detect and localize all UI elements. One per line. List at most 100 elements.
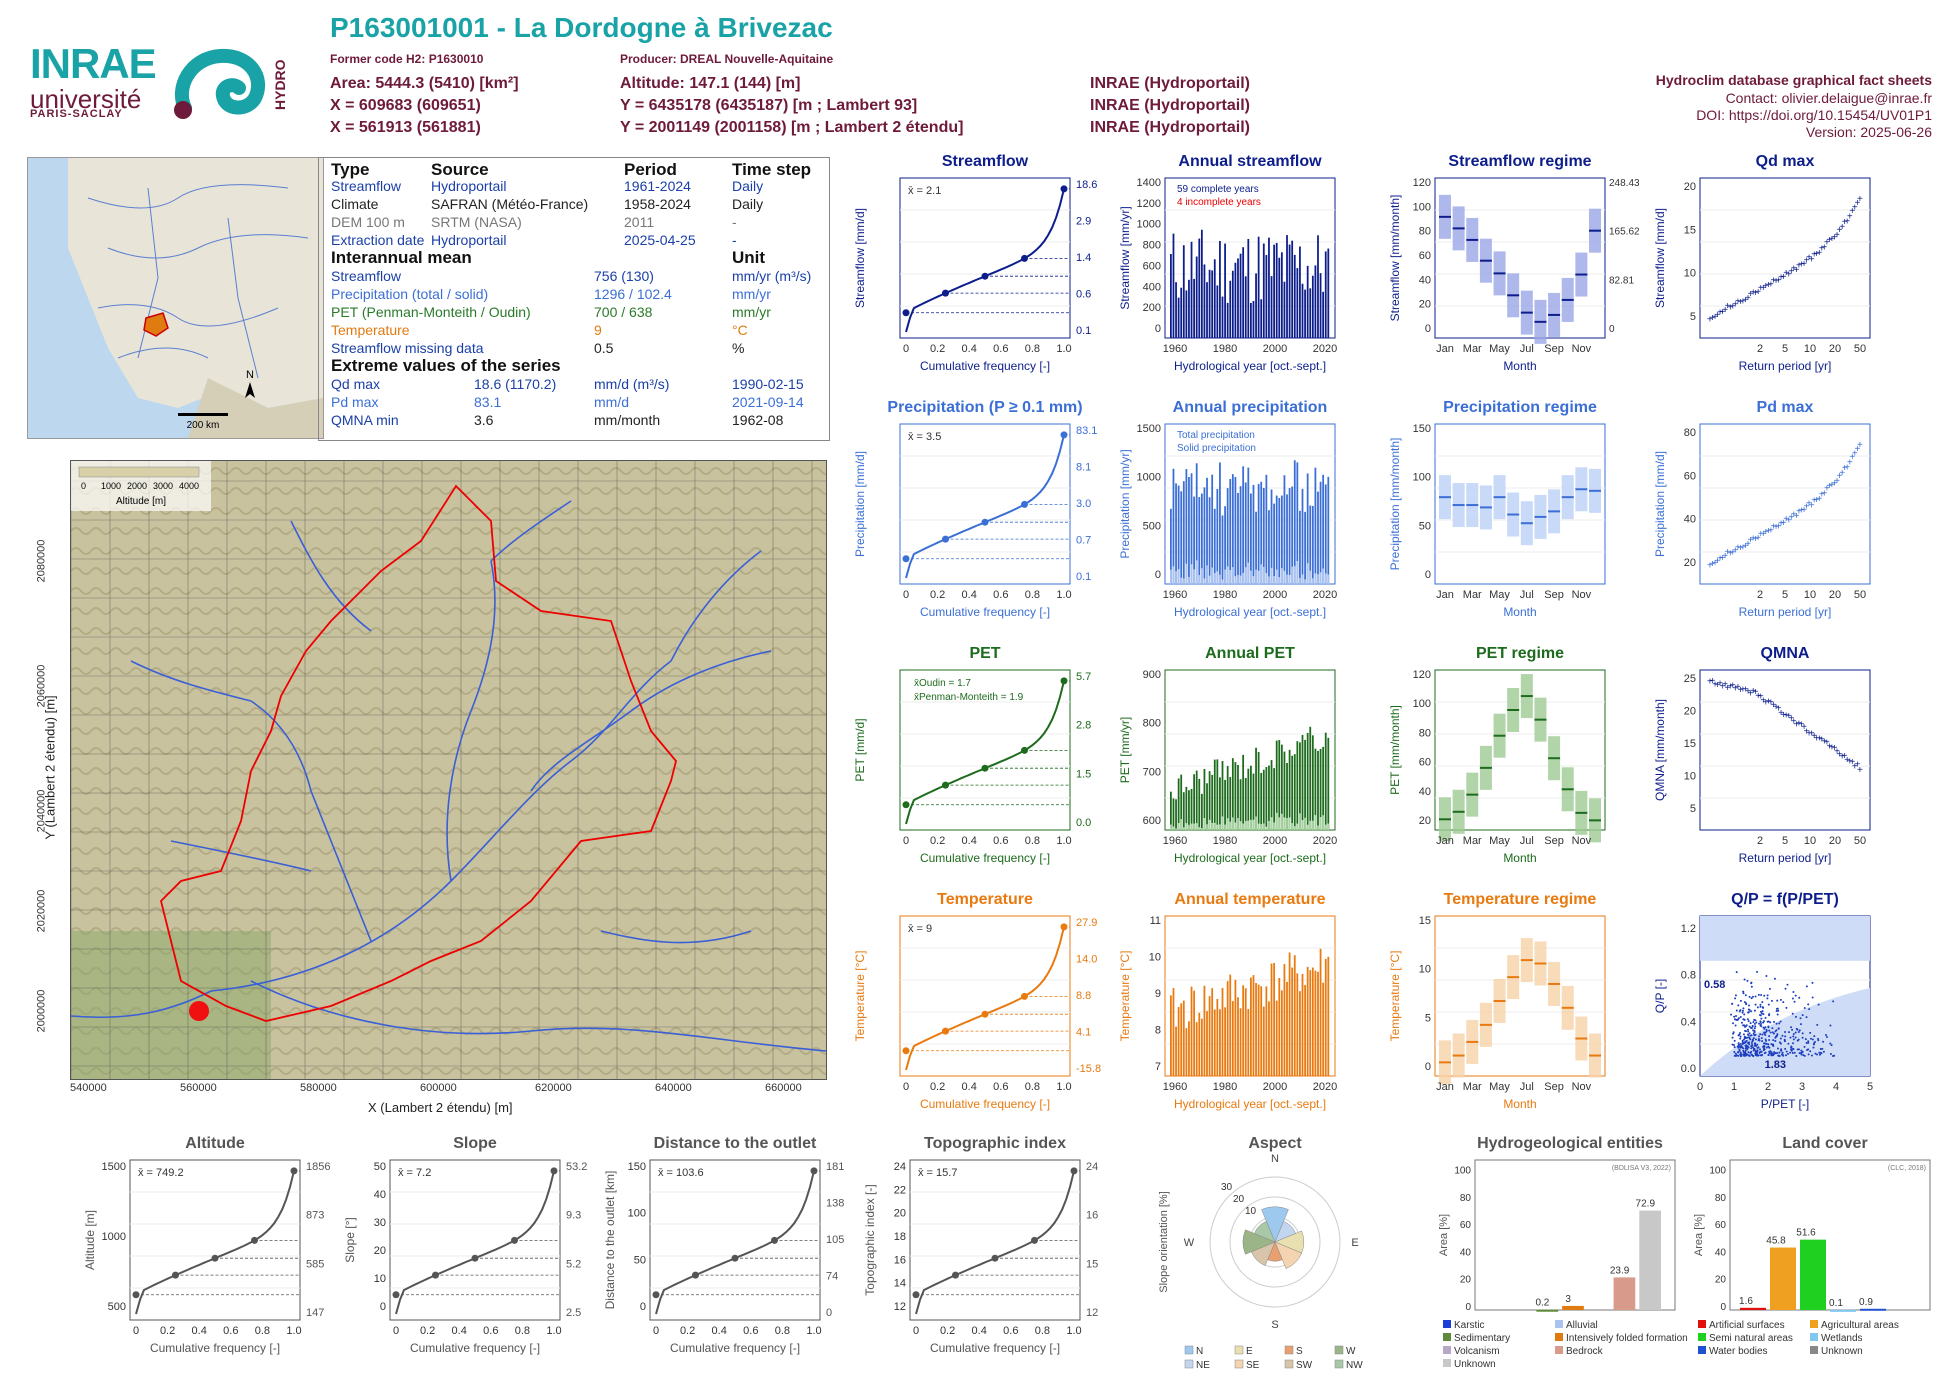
qp-point bbox=[1748, 995, 1751, 998]
data-point: + bbox=[1725, 301, 1731, 312]
data-point: + bbox=[1806, 728, 1812, 739]
extreme-name: Pd max bbox=[331, 394, 379, 410]
annual-bar bbox=[1275, 740, 1278, 830]
annual-bar bbox=[1257, 236, 1260, 338]
qp-point bbox=[1731, 1036, 1734, 1039]
x-axis-label: Cumulative frequency [-] bbox=[410, 1341, 540, 1355]
data-point: + bbox=[1832, 479, 1838, 490]
data-point: + bbox=[1715, 680, 1721, 691]
qp-point bbox=[1784, 1047, 1787, 1050]
x-tick: 0.2 bbox=[930, 1081, 945, 1093]
qp-point bbox=[1786, 983, 1789, 986]
annual-bar-solid bbox=[1208, 819, 1211, 830]
y-tick: 0 bbox=[1720, 1302, 1726, 1313]
data-point: + bbox=[1844, 755, 1850, 766]
data-point: + bbox=[1717, 679, 1723, 690]
qp-point bbox=[1740, 1053, 1743, 1056]
x-tick: 2000 bbox=[1263, 1081, 1287, 1093]
x-tick: 0.4 bbox=[972, 1325, 987, 1337]
legend-swatch bbox=[1698, 1346, 1706, 1354]
data-point: + bbox=[1717, 554, 1723, 565]
annual-bar bbox=[1239, 779, 1242, 830]
data-point: + bbox=[1832, 233, 1838, 244]
qp-point bbox=[1750, 1010, 1753, 1013]
mean-name: Temperature bbox=[331, 322, 410, 338]
annual-bar bbox=[1296, 268, 1299, 338]
annual-bar bbox=[1262, 487, 1265, 584]
data-point: + bbox=[1814, 734, 1820, 745]
x-axis-label: Cumulative frequency [-] bbox=[930, 1341, 1060, 1355]
qp-point bbox=[1742, 1007, 1745, 1010]
bar-label: 1.6 bbox=[1739, 1296, 1753, 1307]
annual-bar bbox=[1170, 791, 1172, 830]
data-point: + bbox=[1745, 293, 1751, 304]
qp-point bbox=[1762, 1013, 1765, 1016]
annual-bar bbox=[1250, 302, 1252, 338]
x-axis-label: Month bbox=[1503, 851, 1536, 865]
annual-bar bbox=[1213, 259, 1216, 338]
annual-bar-solid bbox=[1224, 824, 1226, 830]
qp-point bbox=[1805, 1016, 1808, 1019]
data-point: + bbox=[1740, 542, 1746, 553]
annotation: 0.58 bbox=[1704, 979, 1725, 991]
qp-point bbox=[1784, 987, 1787, 990]
y-tick: 7 bbox=[1155, 1061, 1161, 1073]
annual-bar-solid bbox=[1309, 820, 1312, 830]
annual-bar bbox=[1270, 760, 1273, 830]
qp-point bbox=[1765, 1046, 1768, 1049]
qp-point bbox=[1750, 985, 1753, 988]
annual-bar bbox=[1288, 244, 1291, 338]
x-axis-label: Cumulative frequency [-] bbox=[920, 1097, 1050, 1111]
annual-bar-solid bbox=[1203, 817, 1206, 830]
data-point: + bbox=[1778, 272, 1784, 283]
doi-link[interactable]: DOI: https://doi.org/10.15454/UV01P1 bbox=[1696, 107, 1932, 123]
contact: Contact: olivier.delaigue@inrae.fr bbox=[1725, 90, 1932, 106]
data-point: + bbox=[1760, 529, 1766, 540]
data-point: + bbox=[1834, 747, 1840, 758]
qp-point bbox=[1737, 1046, 1740, 1049]
qp-point bbox=[1759, 1021, 1762, 1024]
info-source: SRTM (NASA) bbox=[431, 214, 522, 230]
annual-bar bbox=[1200, 229, 1203, 338]
annual-bar bbox=[1299, 510, 1301, 584]
qp-point bbox=[1750, 981, 1753, 984]
qp-point bbox=[1770, 1043, 1773, 1046]
annual-bar bbox=[1216, 285, 1219, 338]
north-arrow-label: N bbox=[246, 369, 254, 381]
x2-coord: X = 561913 (561881) bbox=[330, 119, 481, 136]
annual-bar bbox=[1278, 497, 1281, 584]
chart-annual_temperature: Annual temperature Hydrological year [oct… bbox=[1118, 891, 1337, 1111]
ring-label: 30 bbox=[1221, 1182, 1233, 1193]
right-tick: -15.8 bbox=[1076, 1063, 1101, 1075]
qp-point bbox=[1807, 1003, 1810, 1006]
qp-point bbox=[1767, 1043, 1770, 1046]
data-point: + bbox=[1826, 742, 1832, 753]
catchment-boundary bbox=[160, 484, 677, 1022]
x-tick: 2 bbox=[1757, 835, 1763, 847]
annual-bar bbox=[1175, 282, 1177, 338]
x-tick: 3 bbox=[1799, 1081, 1805, 1093]
map-ytick: 2080000 bbox=[35, 539, 48, 583]
annual-bar bbox=[1317, 971, 1319, 1076]
y-tick: 11 bbox=[1150, 915, 1161, 927]
data-point: + bbox=[1748, 535, 1754, 546]
annual-bar-solid bbox=[1206, 565, 1208, 584]
data-point: + bbox=[1725, 547, 1731, 558]
qp-point bbox=[1744, 1029, 1747, 1032]
qp-point bbox=[1798, 996, 1801, 999]
source-note: (CLC, 2018) bbox=[1888, 1165, 1926, 1172]
annual-bar-solid bbox=[1247, 820, 1250, 830]
x-axis-label: P/PET [-] bbox=[1761, 1097, 1809, 1111]
mean-label: x̄ = 2.1 bbox=[908, 185, 941, 197]
annual-bar bbox=[1299, 246, 1301, 338]
x-tick: 10 bbox=[1804, 835, 1816, 847]
annual-bar bbox=[1213, 759, 1216, 830]
x-tick: 0.4 bbox=[452, 1325, 467, 1337]
data-point: + bbox=[1791, 717, 1797, 728]
chart-annual_pet: Annual PET Hydrological year [oct.-sept.]… bbox=[1118, 645, 1337, 865]
qp-point bbox=[1760, 993, 1763, 996]
annual-bar-solid bbox=[1177, 823, 1180, 830]
data-point: + bbox=[1799, 505, 1805, 516]
annual-bar bbox=[1311, 735, 1314, 830]
mean-unit: mm/yr bbox=[732, 286, 771, 302]
